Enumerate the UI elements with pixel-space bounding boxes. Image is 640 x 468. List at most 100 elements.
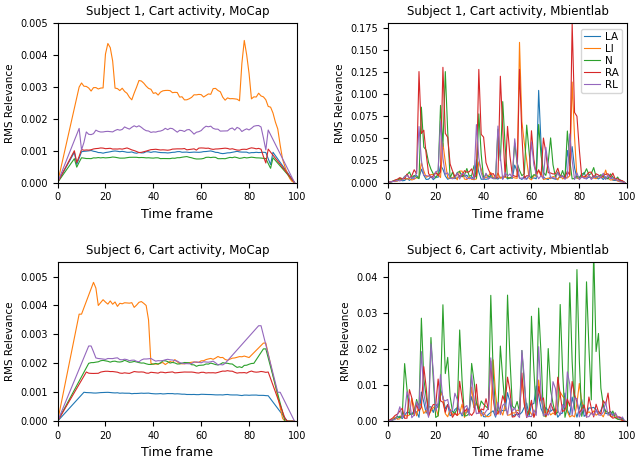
LI: [604, 410, 612, 415]
LA: [102, 150, 109, 155]
LI: [99, 85, 107, 91]
RA: [195, 370, 203, 376]
N: [429, 378, 437, 383]
RL: [621, 418, 628, 424]
LI: [384, 418, 392, 424]
LI: [621, 180, 628, 185]
RA: [525, 173, 533, 179]
RL: [384, 180, 392, 185]
LI: [291, 180, 298, 185]
N: [176, 155, 184, 161]
LI: [178, 361, 186, 366]
N: [260, 346, 268, 351]
RA: [429, 402, 437, 407]
Line: LA: LA: [58, 151, 294, 183]
LI: [111, 299, 119, 305]
RA: [176, 370, 184, 375]
LI: [384, 180, 392, 185]
RL: [195, 359, 203, 365]
LA: [439, 394, 447, 399]
LA: [291, 180, 298, 185]
LA: [611, 178, 619, 183]
RL: [427, 341, 435, 347]
N: [604, 176, 612, 182]
RA: [109, 369, 116, 374]
RL: [281, 399, 289, 405]
LA: [525, 413, 533, 419]
Title: Subject 1, Cart activity, MoCap: Subject 1, Cart activity, MoCap: [86, 5, 269, 18]
RL: [509, 409, 516, 414]
Line: LI: LI: [58, 40, 294, 183]
RL: [604, 413, 612, 418]
RL: [384, 418, 392, 424]
LA: [178, 391, 186, 397]
RA: [54, 180, 61, 185]
N: [611, 177, 619, 183]
RA: [224, 368, 232, 373]
LA: [274, 156, 282, 162]
Line: RA: RA: [58, 371, 294, 421]
LA: [439, 167, 447, 172]
LI: [439, 395, 447, 400]
LI: [274, 394, 282, 400]
LI: [506, 175, 514, 181]
LA: [621, 180, 628, 185]
RA: [384, 418, 392, 424]
RL: [99, 356, 107, 362]
RL: [527, 139, 535, 145]
RA: [195, 145, 203, 151]
RA: [506, 153, 514, 159]
Line: LA: LA: [388, 386, 625, 421]
N: [274, 161, 282, 166]
LA: [604, 411, 612, 417]
LA: [532, 383, 540, 389]
RL: [274, 389, 282, 395]
RA: [176, 146, 184, 152]
RA: [527, 397, 535, 403]
RL: [611, 410, 619, 416]
LI: [54, 180, 61, 185]
N: [197, 156, 205, 161]
Legend: LA, LI, N, RA, RL: LA, LI, N, RA, RL: [581, 29, 622, 93]
N: [195, 363, 203, 368]
LA: [281, 415, 289, 421]
LI: [527, 177, 535, 183]
RA: [291, 180, 298, 185]
N: [611, 415, 619, 421]
N: [506, 356, 514, 361]
N: [439, 144, 447, 149]
N: [384, 418, 392, 424]
LI: [429, 172, 437, 177]
RA: [439, 400, 447, 405]
Line: RA: RA: [58, 148, 294, 183]
RA: [604, 171, 612, 176]
LI: [604, 176, 612, 181]
N: [527, 175, 535, 181]
N: [54, 418, 61, 424]
RA: [99, 145, 107, 151]
LA: [611, 411, 619, 417]
N: [291, 180, 298, 185]
LI: [439, 140, 447, 146]
RA: [109, 146, 116, 152]
N: [439, 302, 447, 307]
LA: [429, 410, 437, 415]
RL: [442, 171, 449, 177]
Line: N: N: [58, 349, 294, 421]
RL: [436, 118, 444, 124]
RA: [248, 145, 255, 151]
N: [281, 418, 289, 424]
LA: [197, 149, 205, 155]
N: [442, 69, 449, 74]
X-axis label: Time frame: Time frame: [472, 208, 543, 221]
LA: [384, 180, 392, 185]
Line: RA: RA: [388, 23, 625, 183]
LI: [54, 418, 61, 424]
RL: [109, 356, 116, 361]
RA: [281, 416, 289, 421]
LI: [195, 92, 203, 97]
N: [429, 171, 437, 177]
X-axis label: Time frame: Time frame: [141, 208, 213, 221]
LA: [621, 418, 628, 424]
RL: [442, 398, 449, 404]
